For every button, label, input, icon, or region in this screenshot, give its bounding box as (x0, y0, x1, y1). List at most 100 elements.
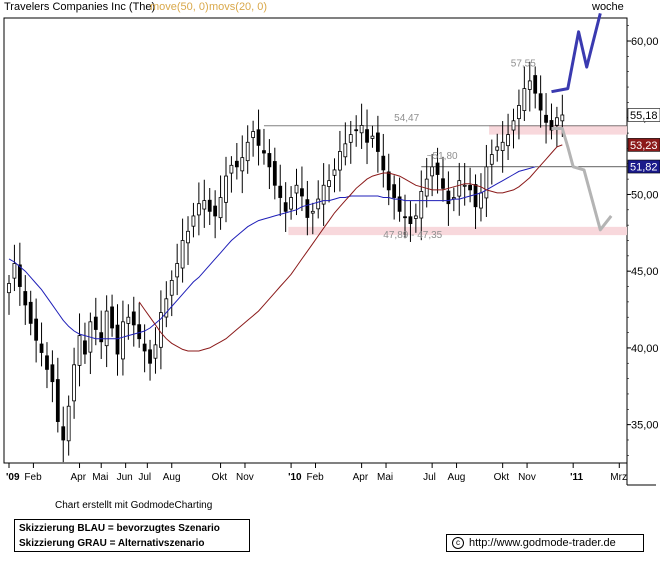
candle-body (12, 263, 17, 279)
x-tick-label: Jul (423, 472, 436, 483)
price-tag (627, 159, 660, 174)
price-tag (627, 108, 660, 122)
x-tick-label: Feb (307, 472, 325, 483)
x-tick-label: '09 (6, 472, 20, 483)
price-tag-label: 53,23 (630, 140, 658, 152)
chart-credit: Chart erstellt mit GodmodeCharting (55, 500, 213, 511)
candle-body (375, 132, 380, 152)
x-tick-label: Mai (377, 472, 393, 483)
candle-body (169, 279, 174, 296)
candle-body (115, 324, 120, 355)
candle-body (191, 215, 196, 227)
candle-body (180, 240, 185, 269)
candle-body (332, 169, 337, 176)
candle-body (451, 197, 456, 200)
candle-body (93, 316, 98, 330)
candle-body (289, 197, 293, 210)
candle-body (430, 166, 435, 177)
candle-body (283, 202, 288, 212)
candle-body (321, 184, 326, 205)
candle-body (17, 264, 22, 287)
candle-body (419, 190, 424, 219)
candle-body (77, 335, 82, 366)
y-tick-label: 60,00 (631, 36, 659, 48)
candle-body (462, 184, 467, 187)
candle-body (224, 175, 228, 203)
candle-body (251, 131, 256, 138)
y-tick-label: 50,00 (631, 189, 659, 201)
support-zone (288, 226, 627, 236)
candle-body (327, 180, 331, 187)
candle-body (196, 203, 201, 216)
candle-body (137, 324, 142, 340)
candle-body (229, 164, 234, 174)
candle-body (39, 343, 44, 353)
candle-body (175, 263, 180, 278)
candle-body (213, 205, 218, 217)
candle-body (359, 125, 364, 134)
high-label: 57,55 (511, 59, 536, 70)
candle-body (549, 120, 554, 131)
candle-body (164, 298, 169, 318)
candle-body (473, 184, 478, 208)
candle-body (28, 301, 33, 324)
candle-body (278, 185, 283, 198)
candle-body (468, 184, 472, 191)
candle-body (234, 160, 239, 168)
legend-blue-text: Skizzierung BLAU = bevorzugtes Szenario (19, 523, 220, 534)
candle-body (506, 134, 510, 147)
resistance-zone (489, 125, 627, 135)
candle-body (131, 311, 136, 326)
candle-body (354, 129, 359, 132)
ma20-label: movs(20, 0) (209, 1, 268, 13)
period-label: woche (592, 1, 624, 13)
x-tick-label: Apr (353, 472, 369, 483)
x-tick-label: Jun (117, 472, 133, 483)
candle-body (294, 184, 299, 194)
candle-body (316, 198, 321, 210)
candle-body (392, 184, 397, 198)
candle-body (99, 332, 104, 343)
candle-body (218, 197, 223, 219)
source-link[interactable]: c http://www.godmode-trader.de (446, 534, 644, 552)
candle-body (83, 340, 87, 355)
price-tag-label: 55,18 (630, 110, 658, 122)
candle-body (435, 162, 440, 175)
candle-body (555, 117, 559, 126)
scenario-legend: Skizzierung BLAU = bevorzugtes Szenario … (14, 519, 250, 552)
candle-body (207, 199, 212, 212)
price-tag-label: 51,82 (630, 162, 658, 174)
candle-body (34, 318, 39, 341)
candle-body (245, 141, 250, 162)
y-tick-label: 35,00 (631, 420, 659, 432)
candle-body (121, 321, 125, 360)
ma-red-line (138, 144, 563, 352)
candle-body (45, 355, 49, 370)
x-tick-label: Jul (138, 472, 151, 483)
candle-body (240, 157, 245, 172)
y-tick-label: 45,00 (631, 266, 659, 278)
resistance-label: 54,47 (394, 113, 419, 124)
source-url[interactable]: http://www.godmode-trader.de (469, 537, 616, 549)
candle-body (148, 349, 152, 364)
candle-body (256, 129, 261, 146)
candle-body (153, 344, 158, 359)
x-tick-label: Feb (24, 472, 42, 483)
candle-body (484, 166, 489, 199)
x-tick-label: Nov (518, 472, 536, 483)
chart-title: Travelers Companies Inc (The) (4, 1, 156, 13)
candle-body (50, 364, 55, 383)
candle-body (343, 143, 348, 158)
scenario-blue (551, 13, 602, 94)
candle-body (66, 405, 71, 442)
candle-body (397, 196, 402, 212)
candle-body (560, 114, 565, 122)
candle-body (310, 210, 315, 214)
candle-body (544, 114, 548, 123)
candle-body (511, 120, 516, 131)
x-tick-label: Apr (71, 472, 87, 483)
candle-body (413, 215, 418, 219)
candle-body (533, 75, 538, 94)
candle-body (186, 230, 190, 244)
